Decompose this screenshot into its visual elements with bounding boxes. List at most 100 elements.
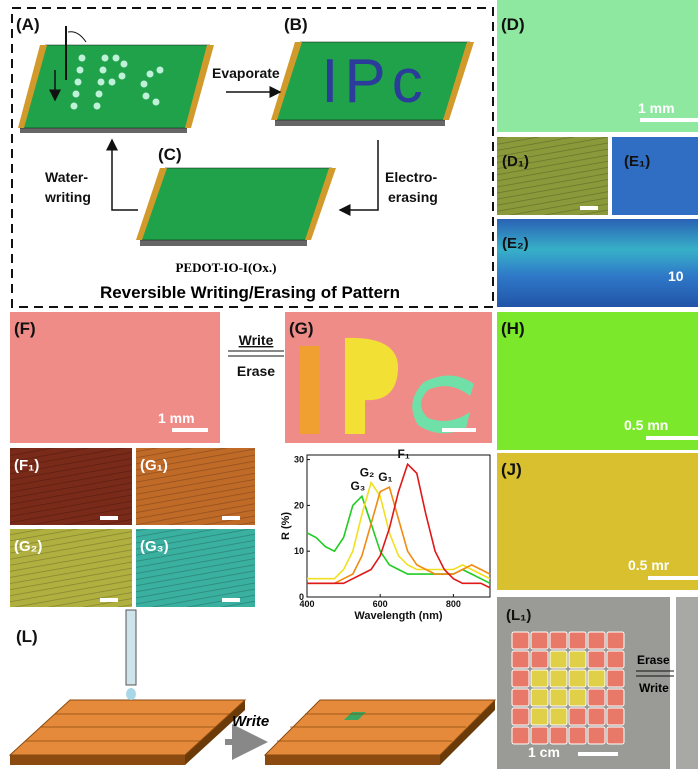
scale-bar bbox=[578, 752, 618, 756]
scale-label: 1 mm bbox=[638, 100, 675, 116]
arrow-label: Write bbox=[639, 681, 669, 695]
arrow-label: Erase bbox=[237, 363, 275, 379]
tile bbox=[550, 689, 567, 706]
scale-label: 1 mm bbox=[158, 410, 195, 426]
tile bbox=[550, 727, 567, 744]
figure: IPc (A) (B) (C) Evaporate Water- writing… bbox=[0, 0, 698, 769]
y-tick-label: 30 bbox=[294, 455, 304, 465]
y-tick-label: 10 bbox=[294, 546, 304, 556]
material-label: PEDOT-IO-I(Ox.) bbox=[176, 260, 277, 275]
tile bbox=[512, 727, 529, 744]
tile bbox=[569, 651, 586, 668]
arrow-label: Write bbox=[232, 713, 269, 730]
panel-label: (F₁) bbox=[14, 457, 39, 474]
scale-bar bbox=[172, 428, 208, 432]
y-axis-label: R (%) bbox=[280, 512, 292, 540]
tile bbox=[607, 689, 624, 706]
arrow bbox=[112, 140, 138, 210]
tile bbox=[607, 708, 624, 725]
tile bbox=[512, 632, 529, 649]
tile bbox=[531, 651, 548, 668]
substrate-c bbox=[136, 168, 336, 246]
series-annotation: G₁ bbox=[378, 470, 392, 484]
pattern-text: IPc bbox=[321, 47, 429, 116]
x-axis-label: Wavelength (nm) bbox=[354, 610, 443, 622]
tile bbox=[531, 689, 548, 706]
scale-bar bbox=[100, 598, 118, 602]
scale-bar bbox=[222, 598, 240, 602]
pipette bbox=[126, 610, 136, 685]
x-tick-label: 600 bbox=[373, 599, 388, 609]
scale-bar bbox=[222, 516, 240, 520]
tile bbox=[512, 670, 529, 687]
arrow bbox=[340, 140, 378, 210]
image-e1 bbox=[612, 137, 698, 215]
panel-label: (H) bbox=[501, 319, 525, 338]
tile bbox=[588, 651, 605, 668]
tile bbox=[531, 632, 548, 649]
panel-label: (E₁) bbox=[624, 153, 650, 170]
tile bbox=[550, 670, 567, 687]
panel-label: (D₁) bbox=[502, 153, 529, 170]
scale-bar bbox=[640, 118, 698, 122]
panel-label: (B) bbox=[284, 15, 308, 34]
scale-bar bbox=[646, 436, 698, 440]
panel-label: (J) bbox=[501, 460, 522, 479]
panel-label: (G) bbox=[289, 319, 314, 338]
panel-label: (G₂) bbox=[14, 538, 42, 555]
y-tick-label: 20 bbox=[294, 500, 304, 510]
panel-label: (E₂) bbox=[502, 235, 529, 252]
scale-bar bbox=[442, 428, 476, 432]
texture bbox=[497, 137, 608, 215]
scale-label: 0.5 mr bbox=[628, 557, 670, 573]
tile bbox=[588, 670, 605, 687]
tile bbox=[588, 689, 605, 706]
tile bbox=[569, 632, 586, 649]
tile bbox=[607, 632, 624, 649]
arrow-label: Erase bbox=[637, 653, 670, 667]
series-annotation: G₂ bbox=[360, 465, 375, 479]
scale-label: 10 bbox=[668, 268, 684, 284]
tile bbox=[588, 632, 605, 649]
x-tick-label: 400 bbox=[299, 599, 314, 609]
caption: Reversible Writing/Erasing of Pattern bbox=[100, 283, 400, 302]
tile bbox=[531, 708, 548, 725]
tile bbox=[569, 670, 586, 687]
panel-label: (L) bbox=[16, 627, 38, 646]
tile bbox=[588, 708, 605, 725]
panel-label: (A) bbox=[16, 15, 40, 34]
substrate-l bbox=[10, 700, 495, 765]
panel-label: (F) bbox=[14, 319, 36, 338]
tile bbox=[512, 689, 529, 706]
tile bbox=[569, 708, 586, 725]
droplet bbox=[126, 688, 136, 700]
step-label: Water- bbox=[45, 169, 88, 185]
scale-bar bbox=[580, 206, 598, 210]
step-label: writing bbox=[44, 189, 91, 205]
tile bbox=[607, 727, 624, 744]
tile bbox=[531, 727, 548, 744]
tile bbox=[588, 727, 605, 744]
series-annotation: F₁ bbox=[398, 447, 410, 461]
plot-frame bbox=[307, 455, 490, 597]
tile bbox=[569, 727, 586, 744]
letter-i bbox=[300, 346, 320, 434]
image-e2 bbox=[497, 219, 698, 307]
substrate-a bbox=[18, 26, 214, 133]
panel-label: (L₁) bbox=[506, 607, 531, 624]
tile bbox=[531, 670, 548, 687]
step-label: Electro- bbox=[385, 169, 437, 185]
step-label: Evaporate bbox=[212, 65, 280, 81]
arrow-label: Write bbox=[239, 332, 274, 348]
panel-label: (G₃) bbox=[140, 538, 169, 555]
step-label: erasing bbox=[388, 189, 438, 205]
panel-label: (D) bbox=[501, 15, 525, 34]
scale-label: 1 cm bbox=[528, 744, 560, 760]
x-tick-label: 800 bbox=[446, 599, 461, 609]
spectrum-line bbox=[307, 483, 490, 579]
panel-label: (G₁) bbox=[140, 457, 168, 474]
panel-label: (C) bbox=[158, 145, 182, 164]
tile bbox=[512, 651, 529, 668]
scale-label: 0.5 mn bbox=[624, 417, 668, 433]
